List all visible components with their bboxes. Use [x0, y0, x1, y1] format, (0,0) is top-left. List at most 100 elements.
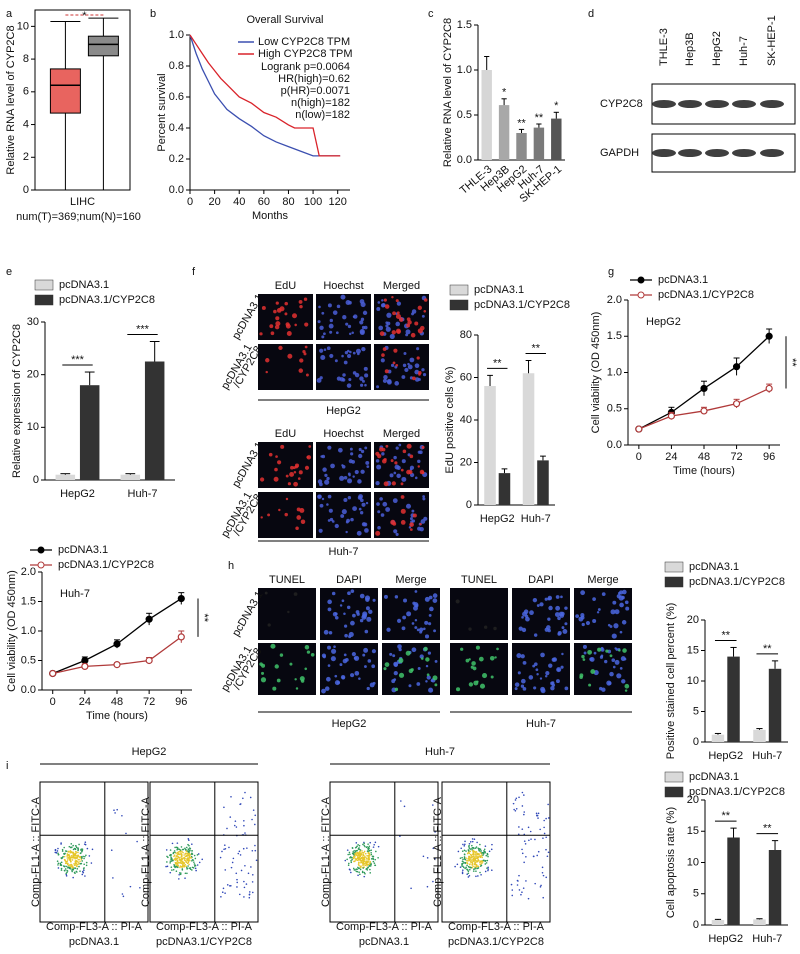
event — [359, 873, 361, 876]
y-tick-label: 0.5 — [607, 403, 622, 415]
cell — [285, 323, 291, 329]
event — [191, 869, 193, 871]
event — [400, 800, 402, 802]
event — [176, 842, 179, 844]
event — [61, 850, 64, 852]
x-axis-label: Time (hours) — [86, 710, 148, 722]
bar — [120, 474, 141, 480]
event — [370, 851, 372, 854]
cell — [546, 625, 551, 630]
event — [136, 840, 138, 843]
event — [180, 853, 183, 856]
event — [462, 843, 464, 846]
bar — [727, 837, 740, 925]
cell — [340, 514, 345, 518]
event — [474, 852, 476, 854]
event — [361, 870, 364, 873]
cell — [412, 513, 417, 518]
bar — [753, 919, 766, 925]
event — [228, 846, 230, 849]
event — [471, 838, 474, 840]
cell — [564, 606, 568, 610]
event — [182, 851, 184, 854]
cell — [539, 677, 543, 680]
event — [194, 867, 197, 870]
event — [187, 848, 190, 851]
cell — [267, 623, 271, 627]
cell — [360, 383, 364, 387]
event — [358, 858, 360, 861]
cell — [365, 501, 369, 505]
event — [518, 889, 521, 891]
event — [235, 872, 238, 875]
event — [472, 870, 475, 872]
cell — [272, 686, 277, 691]
event — [473, 861, 476, 863]
cell — [554, 612, 560, 617]
cell — [367, 659, 372, 663]
marker — [177, 633, 185, 641]
cell — [597, 647, 602, 652]
event — [73, 863, 75, 865]
event — [239, 854, 242, 856]
event — [82, 855, 84, 858]
cell — [609, 671, 614, 677]
event — [56, 860, 59, 862]
event — [70, 843, 73, 845]
event — [366, 855, 369, 857]
event — [368, 859, 370, 861]
x-tick-label: 96 — [763, 451, 775, 463]
event — [121, 893, 124, 895]
cell — [365, 460, 370, 465]
event — [353, 850, 355, 852]
cell — [391, 295, 394, 299]
event — [354, 859, 357, 861]
cell — [401, 626, 406, 631]
cell — [319, 325, 324, 330]
cell — [260, 516, 263, 519]
event — [221, 891, 224, 894]
cell — [305, 373, 309, 377]
legend-label: pcDNA3.1/CYP2C8 — [59, 294, 155, 306]
event — [63, 855, 66, 858]
event — [372, 855, 375, 858]
y-tick-label: 0 — [23, 184, 29, 196]
cell — [423, 646, 428, 652]
cell — [375, 459, 380, 463]
event — [488, 850, 491, 853]
event — [219, 856, 222, 859]
cell — [413, 602, 419, 608]
legend-marker — [37, 561, 45, 569]
cell — [400, 482, 404, 486]
event — [67, 866, 69, 869]
cell — [410, 668, 414, 672]
cell — [383, 374, 388, 380]
cell — [625, 606, 630, 611]
flow-plot — [39, 781, 149, 923]
event — [223, 848, 225, 851]
cell — [303, 297, 308, 301]
event — [80, 858, 83, 861]
event — [185, 846, 188, 849]
cell — [343, 653, 347, 657]
marker — [765, 332, 773, 340]
cell — [289, 662, 293, 666]
cell — [348, 332, 352, 336]
cell — [401, 476, 407, 482]
event — [60, 857, 63, 859]
cell — [328, 323, 334, 329]
cell — [397, 644, 402, 649]
event — [469, 853, 472, 856]
x-tick-label: 24 — [665, 451, 677, 463]
event — [475, 851, 478, 853]
cell — [545, 671, 550, 676]
event — [59, 863, 62, 866]
cell — [395, 446, 399, 450]
event — [475, 865, 478, 868]
cell — [614, 609, 620, 615]
cell — [409, 517, 413, 521]
event — [175, 870, 178, 872]
cell — [361, 614, 367, 620]
event — [521, 852, 524, 855]
stat-annotation: n(high)=182 — [291, 97, 350, 109]
